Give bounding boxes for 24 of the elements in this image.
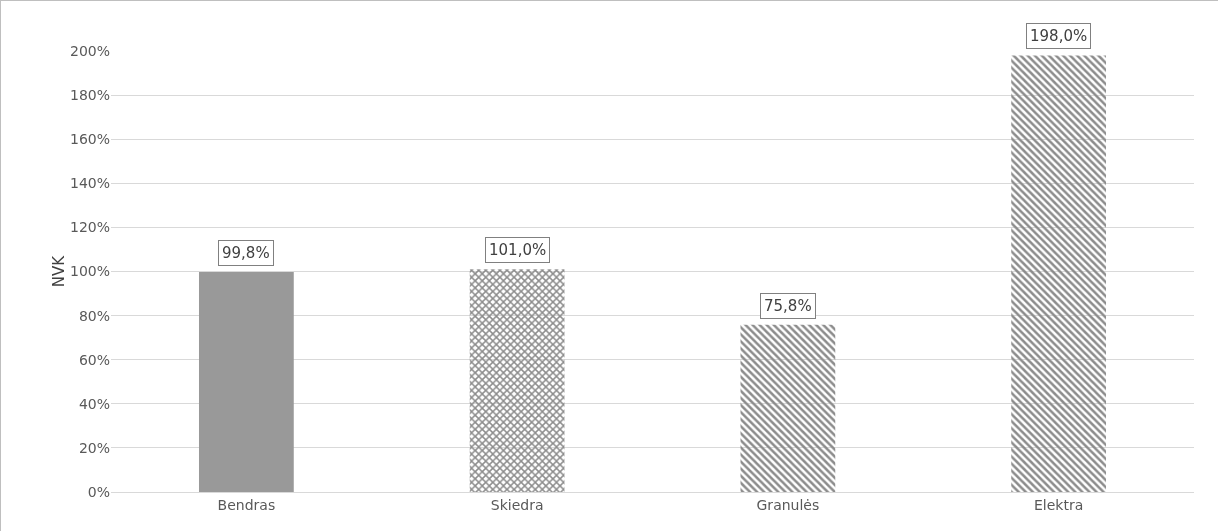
data-label: 101,0% [489,241,547,259]
y-tick-label: 160% [69,131,110,148]
data-label: 99,8% [222,244,270,262]
bar [198,271,294,492]
y-tick-label: 20% [78,439,110,456]
y-tick-label: 120% [69,219,110,236]
x-tick-label: Skiedra [490,496,544,513]
y-tick-label: 140% [69,175,110,192]
x-tick-label: Elektra [1033,496,1084,513]
data-label: 198,0% [1030,27,1088,45]
bar [469,269,565,492]
y-tick-label: 0% [87,483,110,500]
y-tick-label: 60% [78,351,110,368]
y-tick-label: 200% [69,42,110,59]
y-tick-label: 100% [69,263,110,280]
y-tick-label: 180% [69,87,110,103]
data-label: 75,8% [764,297,812,315]
y-tick-label: 80% [78,307,110,324]
x-tick-label: Bendras [217,496,276,513]
y-axis-title: NVK [49,254,68,288]
bar [1011,55,1107,492]
x-tick-label: Granulės [756,496,820,513]
y-tick-label: 40% [78,395,110,412]
bar [740,324,836,492]
